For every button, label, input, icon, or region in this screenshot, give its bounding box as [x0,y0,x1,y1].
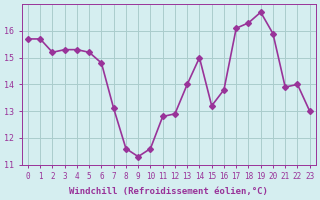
X-axis label: Windchill (Refroidissement éolien,°C): Windchill (Refroidissement éolien,°C) [69,187,268,196]
